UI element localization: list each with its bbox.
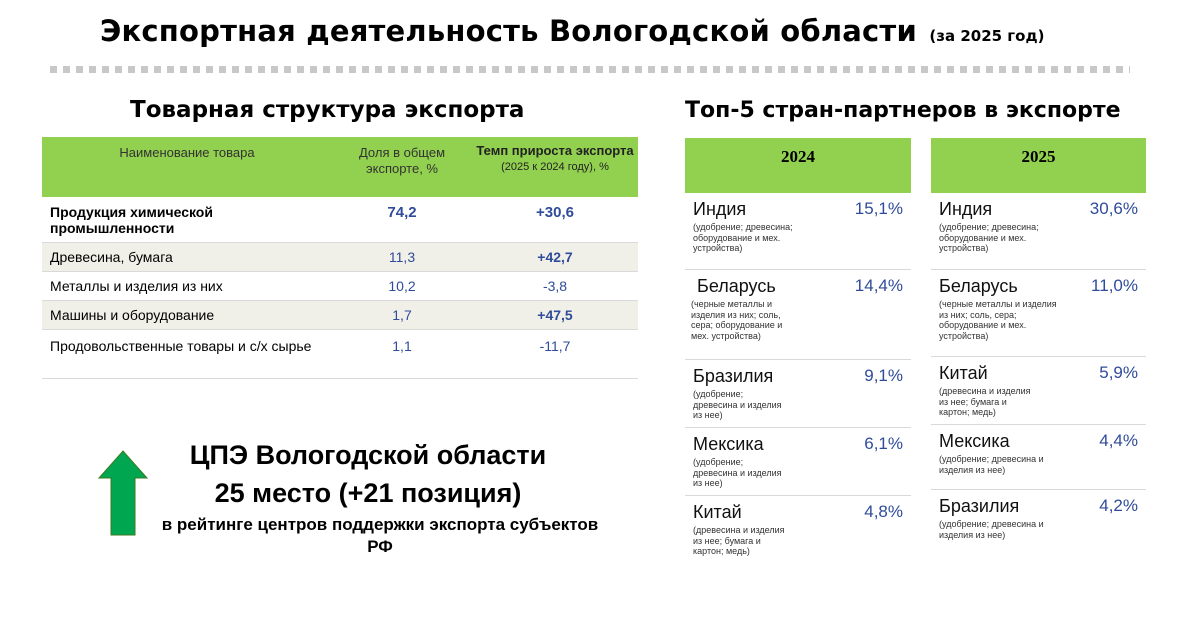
list-item: Беларусь (черные металлы и изделия из ни… bbox=[685, 270, 911, 360]
list-item: Беларусь (черные металлы и изделия из ни… bbox=[931, 270, 1146, 357]
table-row: Металлы и изделия из них 10,2 -3,8 bbox=[42, 272, 638, 301]
goods-name: Продукция химической промышленности bbox=[50, 204, 213, 236]
country-name: Бразилия bbox=[939, 496, 1020, 516]
page-title-main: Экспортная деятельность Вологодской обла… bbox=[100, 14, 917, 48]
rating-description: в рейтинге центров поддержки экспорта су… bbox=[161, 515, 599, 556]
goods-section-title: Товарная структура экспорта bbox=[130, 97, 525, 123]
title-divider bbox=[50, 66, 1130, 73]
country-goods: (черные металлы и изделия из них; соль, … bbox=[939, 299, 1057, 341]
goods-share: 74,2 bbox=[387, 204, 417, 221]
country-goods: (удобрение; древесина; оборудование и ме… bbox=[939, 222, 1039, 253]
goods-growth: +42,7 bbox=[537, 249, 573, 265]
country-goods: (удобрение; древесина и изделия из нее) bbox=[939, 454, 1044, 475]
goods-table-header: Наименование товара Доля в общем экспорт… bbox=[42, 137, 638, 197]
list-item: Китай (древесина и изделия из нее; бумаг… bbox=[685, 496, 911, 578]
country-share: 14,4% bbox=[854, 276, 903, 295]
col-header-growth-label: Темп прироста экспорта bbox=[476, 143, 634, 158]
year-header-2025: 2025 bbox=[931, 138, 1146, 193]
year-header-2024: 2024 bbox=[685, 138, 911, 193]
goods-name: Древесина, бумага bbox=[50, 249, 173, 265]
country-share: 4,8% bbox=[864, 502, 903, 521]
table-row: Древесина, бумага 11,3 +42,7 bbox=[42, 243, 638, 272]
goods-growth: -11,7 bbox=[539, 338, 571, 354]
list-item: Мексика (удобрение; древесина и изделия … bbox=[685, 428, 911, 496]
country-name: Индия bbox=[939, 199, 993, 219]
goods-table: Наименование товара Доля в общем экспорт… bbox=[42, 137, 638, 379]
country-name: Китай bbox=[939, 363, 988, 383]
country-name: Бразилия bbox=[693, 366, 774, 386]
goods-growth: -3,8 bbox=[542, 278, 568, 294]
country-share: 4,4% bbox=[1099, 431, 1138, 450]
country-share: 6,1% bbox=[864, 434, 903, 453]
col-header-growth-note: (2025 к 2024 году), % bbox=[501, 161, 609, 173]
country-name: Беларусь bbox=[939, 276, 1018, 296]
country-name: Мексика bbox=[693, 434, 764, 454]
partners-section-title: Топ-5 стран-партнеров в экспорте bbox=[685, 98, 1121, 123]
list-item: Бразилия (удобрение; древесина и изделия… bbox=[931, 490, 1146, 556]
goods-name: Машины и оборудование bbox=[50, 307, 215, 323]
goods-share: 11,3 bbox=[388, 249, 416, 265]
list-item: Бразилия (удобрение; древесина и изделия… bbox=[685, 360, 911, 428]
arrow-up-icon bbox=[98, 450, 148, 536]
country-goods: (древесина и изделия из нее; бумага и ка… bbox=[693, 525, 785, 556]
page-title-period: (за 2025 год) bbox=[929, 27, 1045, 45]
country-share: 4,2% bbox=[1099, 496, 1138, 515]
country-goods: (удобрение; древесина и изделия из нее) bbox=[939, 519, 1044, 540]
country-name: Мексика bbox=[939, 431, 1010, 451]
country-share: 5,9% bbox=[1099, 363, 1138, 382]
list-item: Индия (удобрение; древесина; оборудовани… bbox=[685, 193, 911, 270]
list-item: Мексика (удобрение; древесина и изделия … bbox=[931, 425, 1146, 490]
col-header-name: Наименование товара bbox=[119, 145, 255, 160]
country-goods: (удобрение; древесина и изделия из нее) bbox=[693, 457, 782, 488]
col-header-share: Доля в общем экспорте, % bbox=[358, 145, 446, 176]
table-row: Продовольственные товары и с/х сырье 1,1… bbox=[42, 330, 638, 379]
partners-2024-column: 2024 Индия (удобрение; древесина; оборуд… bbox=[685, 138, 911, 578]
country-name: Индия bbox=[693, 199, 747, 219]
table-row: Машины и оборудование 1,7 +47,5 bbox=[42, 301, 638, 330]
country-name: Беларусь bbox=[697, 276, 776, 296]
goods-name: Металлы и изделия из них bbox=[50, 278, 223, 294]
list-item: Китай (древесина и изделия из нее; бумаг… bbox=[931, 357, 1146, 425]
country-share: 11,0% bbox=[1091, 276, 1138, 295]
goods-growth: +47,5 bbox=[537, 307, 573, 323]
goods-share: 1,1 bbox=[392, 338, 412, 354]
rating-place: 25 место (+21 позиция) bbox=[214, 478, 522, 508]
country-name: Китай bbox=[693, 502, 742, 522]
country-goods: (удобрение; древесина; оборудование и ме… bbox=[693, 222, 793, 253]
partners-2025-column: 2025 Индия (удобрение; древесина; оборуд… bbox=[931, 138, 1146, 556]
country-share: 9,1% bbox=[864, 366, 903, 385]
list-item: Индия (удобрение; древесина; оборудовани… bbox=[931, 193, 1146, 270]
rating-title: ЦПЭ Вологодской области bbox=[189, 440, 547, 470]
country-share: 15,1% bbox=[854, 199, 903, 218]
goods-growth: +30,6 bbox=[536, 204, 574, 221]
country-goods: (черные металлы и изделия из них; соль, … bbox=[691, 299, 783, 341]
goods-share: 1,7 bbox=[392, 307, 412, 323]
goods-name: Продовольственные товары и с/х сырье bbox=[50, 338, 312, 354]
country-share: 30,6% bbox=[1089, 199, 1138, 218]
page-title: Экспортная деятельность Вологодской обла… bbox=[100, 14, 1044, 48]
country-goods: (удобрение; древесина и изделия из нее) bbox=[693, 389, 782, 420]
country-goods: (древесина и изделия из нее; бумага и ка… bbox=[939, 386, 1031, 417]
goods-share: 10,2 bbox=[388, 278, 416, 294]
table-row: Продукция химической промышленности 74,2… bbox=[42, 197, 638, 243]
col-header-growth: Темп прироста экспорта (2025 к 2024 году… bbox=[472, 137, 638, 197]
